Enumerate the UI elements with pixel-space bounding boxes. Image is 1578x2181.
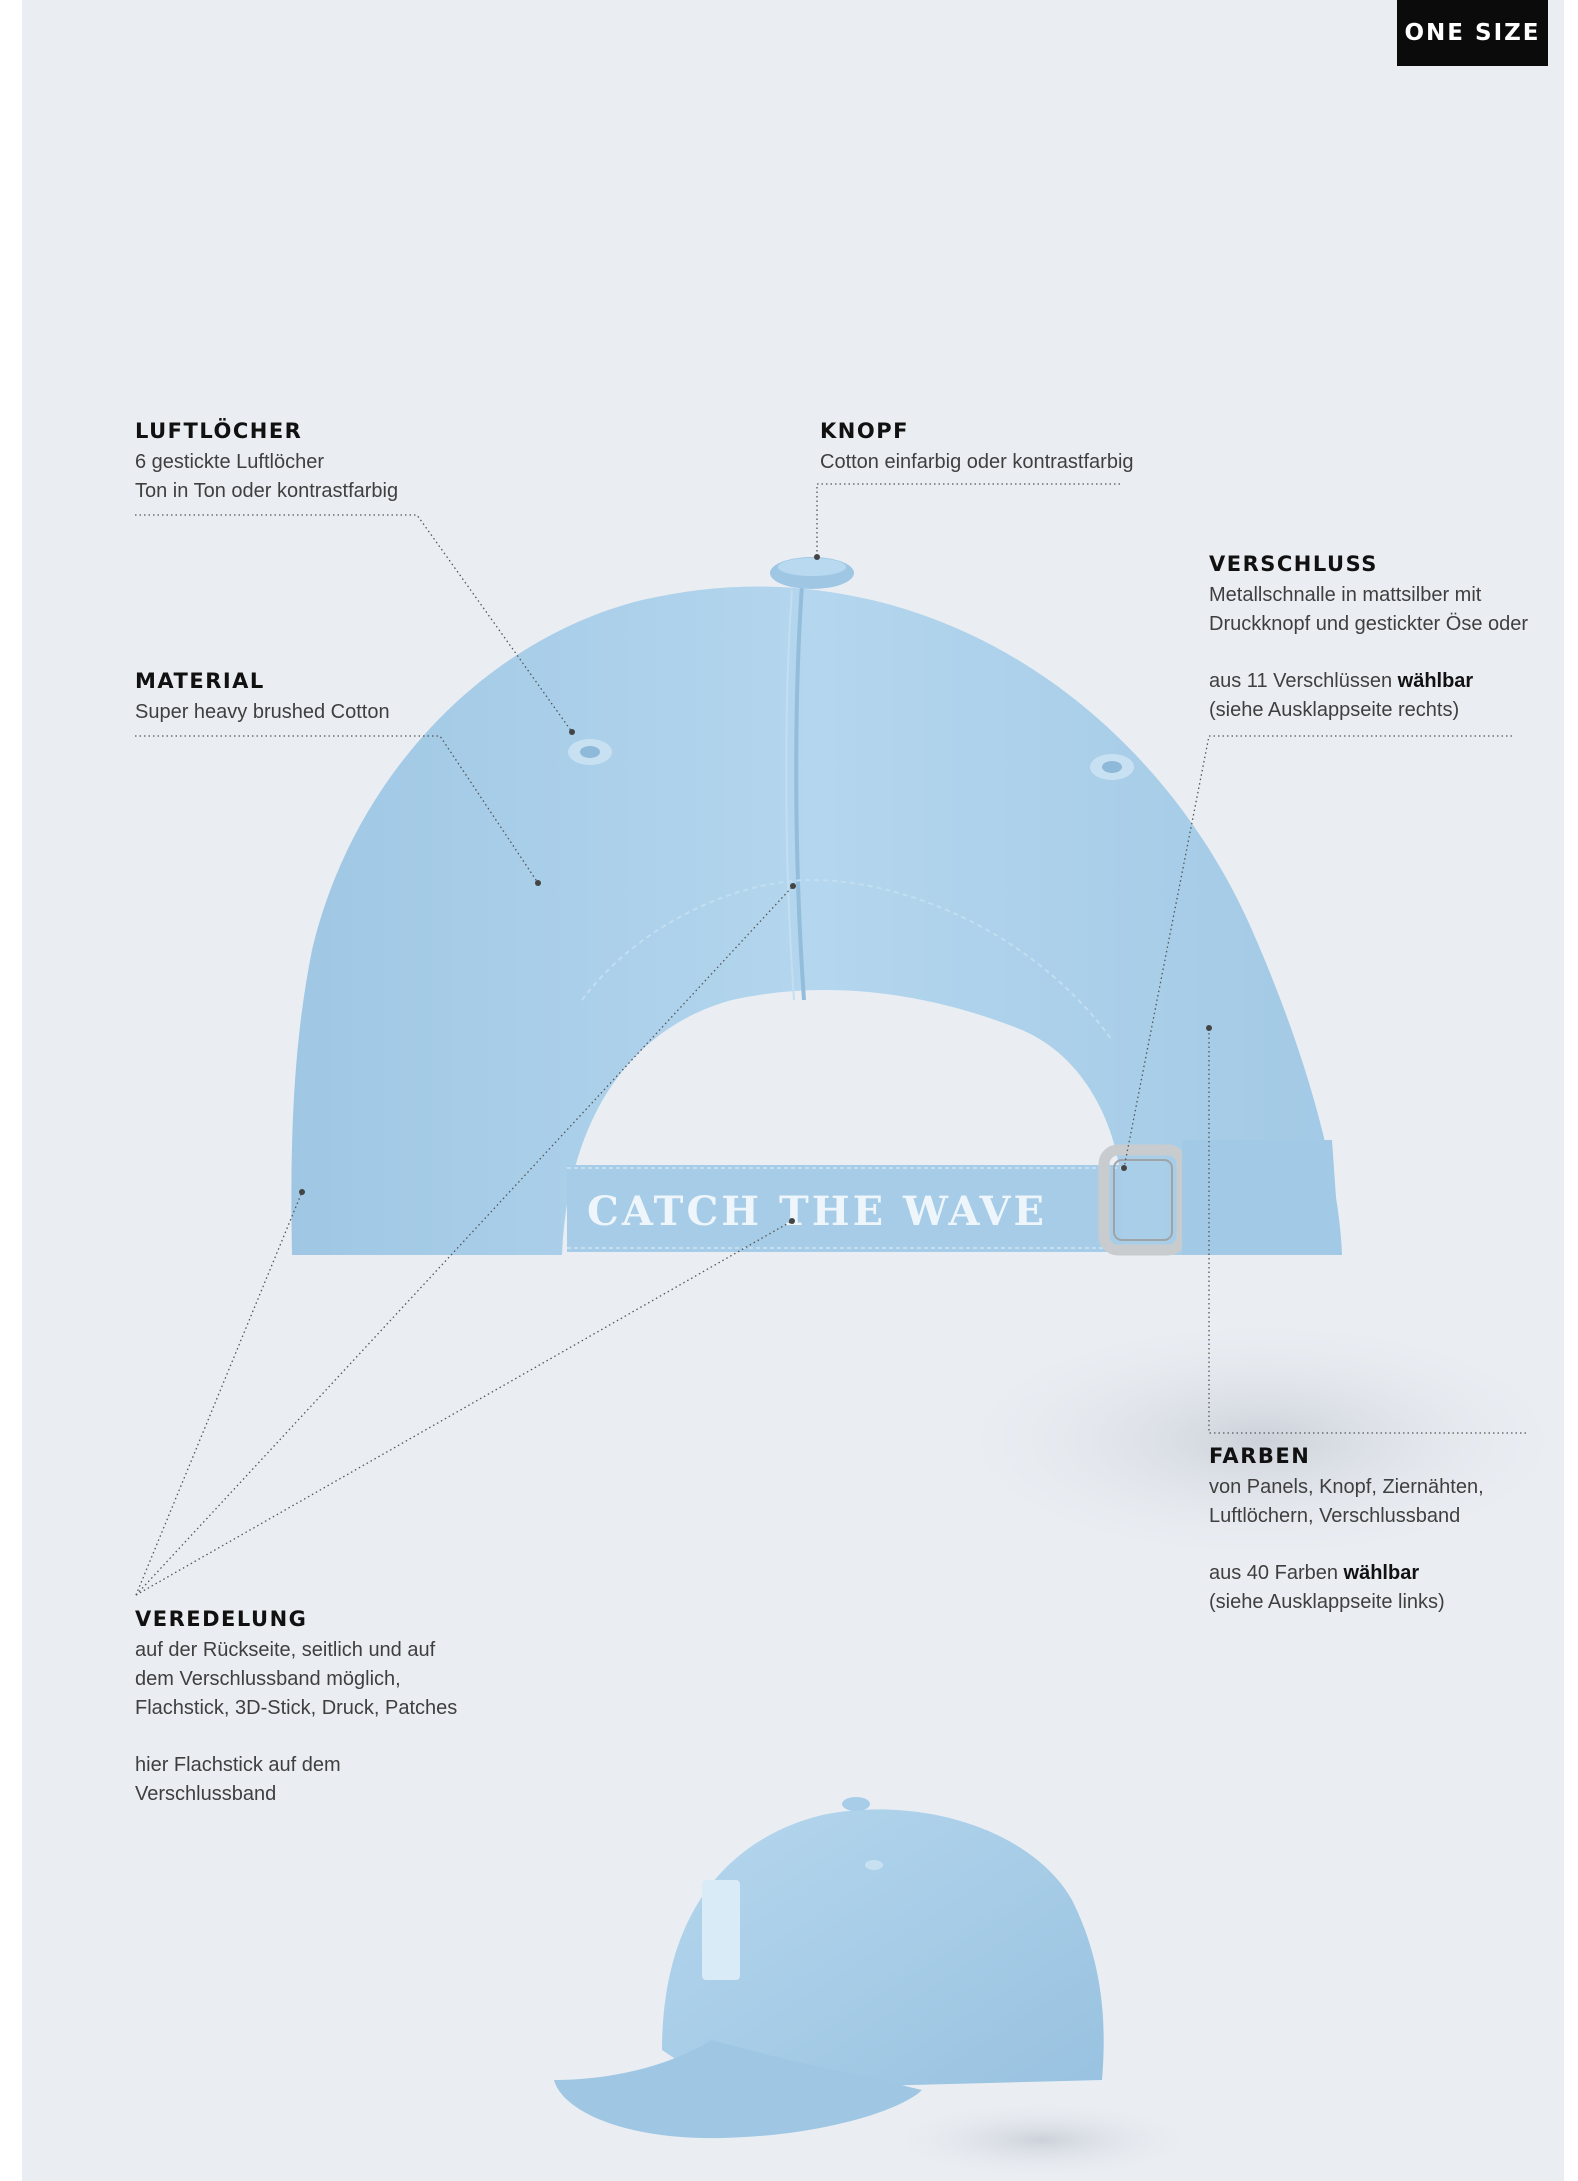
button-top-highlight <box>778 558 846 576</box>
annotation-line: hier Flachstick auf dem <box>135 1754 341 1777</box>
leader-veredelung-c <box>135 1220 793 1596</box>
cap-back-view: CATCH THE WAVE <box>291 557 1342 1256</box>
annotation-line: (siehe Ausklappseite rechts) <box>1209 699 1460 722</box>
cap-side-view <box>554 1797 1104 2139</box>
annotation-line: Flachstick, 3D-Stick, Druck, Patches <box>135 1697 458 1720</box>
annotation-line: Super heavy brushed Cotton <box>135 701 390 724</box>
leader-veredelung-a <box>135 1191 303 1596</box>
strap <box>567 1165 1122 1252</box>
annotation-line: Cotton einfarbig oder kontrastfarbig <box>820 451 1134 474</box>
leader-dot-luftloecher <box>569 729 575 735</box>
product-page: CATCH THE WAVE <box>22 0 1564 2181</box>
side-brim <box>554 2040 922 2139</box>
annotation-line: 6 gestickte Luftlöcher <box>135 451 324 474</box>
leader-dot-veredelung-b <box>790 883 796 889</box>
side-button <box>842 1797 870 1811</box>
leader-verschluss <box>1123 735 1512 1169</box>
side-cap-shadow <box>882 2100 1202 2180</box>
buckle-inner <box>1113 1159 1173 1241</box>
annotation-heading: FARBEN <box>1209 1444 1311 1468</box>
annotation-luftloecher: LUFTLÖCHER 6 gestickte Luftlöcher Ton in… <box>135 418 398 506</box>
annotation-line: Ton in Ton oder kontrastfarbig <box>135 480 399 503</box>
annotation-line: Luftlöchern, Verschlussband <box>1209 1505 1461 1528</box>
annotation-veredelung: VEREDELUNG auf der Rückseite, seitlich u… <box>135 1606 457 1809</box>
size-badge: ONE SIZE <box>1397 0 1548 66</box>
center-seam <box>794 584 806 1001</box>
leader-dot-veredelung-a <box>299 1189 305 1195</box>
leader-dot-veredelung-c <box>789 1218 795 1224</box>
annotation-line: dem Verschlussband möglich, <box>135 1668 401 1691</box>
leader-knopf <box>816 483 1120 557</box>
strap-embroidery-text: CATCH THE WAVE <box>587 1188 1047 1235</box>
annotation-line: Verschlussband <box>135 1783 277 1806</box>
annotation-line: Druckknopf und gestickter Öse oder <box>1209 613 1529 636</box>
annotation-knopf: KNOPF Cotton einfarbig oder kontrastfarb… <box>820 418 1134 477</box>
side-crown <box>662 1809 1104 2090</box>
side-eyelet <box>865 1860 883 1870</box>
leader-dot-knopf <box>814 554 820 560</box>
leader-luftloecher <box>135 514 573 733</box>
annotation-verschluss: VERSCHLUSS Metallschnalle in mattsilber … <box>1209 551 1528 725</box>
side-patch <box>702 1880 740 1980</box>
leader-dot-farben <box>1206 1025 1212 1031</box>
annotation-heading: VERSCHLUSS <box>1209 552 1378 576</box>
annotation-farben: FARBEN von Panels, Knopf, Ziernähten, Lu… <box>1209 1443 1484 1617</box>
center-seam-light <box>785 589 795 1001</box>
eyelet-left-hole <box>580 746 600 758</box>
annotation-heading: LUFTLÖCHER <box>135 419 303 443</box>
annotation-heading: MATERIAL <box>135 669 265 693</box>
annotation-line: (siehe Ausklappseite links) <box>1209 1591 1445 1614</box>
crown-stitching <box>581 878 1113 1041</box>
leader-dot-verschluss <box>1121 1165 1127 1171</box>
leader-lines <box>135 483 1526 1596</box>
annotation-heading: KNOPF <box>820 419 909 443</box>
leader-dot-material <box>535 880 541 886</box>
cap-illustration: CATCH THE WAVE <box>135 483 1564 2180</box>
annotation-heading: VEREDELUNG <box>135 1607 308 1631</box>
eyelet-right-hole <box>1102 761 1122 773</box>
annotation-line: von Panels, Knopf, Ziernähten, <box>1209 1476 1484 1499</box>
annotation-line: Metallschnalle in mattsilber mit <box>1209 584 1482 607</box>
cap-shadow <box>932 1310 1564 1570</box>
leader-veredelung-b <box>135 885 794 1596</box>
annotation-choice: aus 40 Farben wählbar <box>1209 1562 1420 1585</box>
annotation-choice: aus 11 Verschlüssen wählbar <box>1209 670 1474 693</box>
strap-end <box>1182 1140 1340 1255</box>
annotation-material: MATERIAL Super heavy brushed Cotton <box>135 668 390 727</box>
annotation-line: auf der Rückseite, seitlich und auf <box>135 1639 436 1662</box>
